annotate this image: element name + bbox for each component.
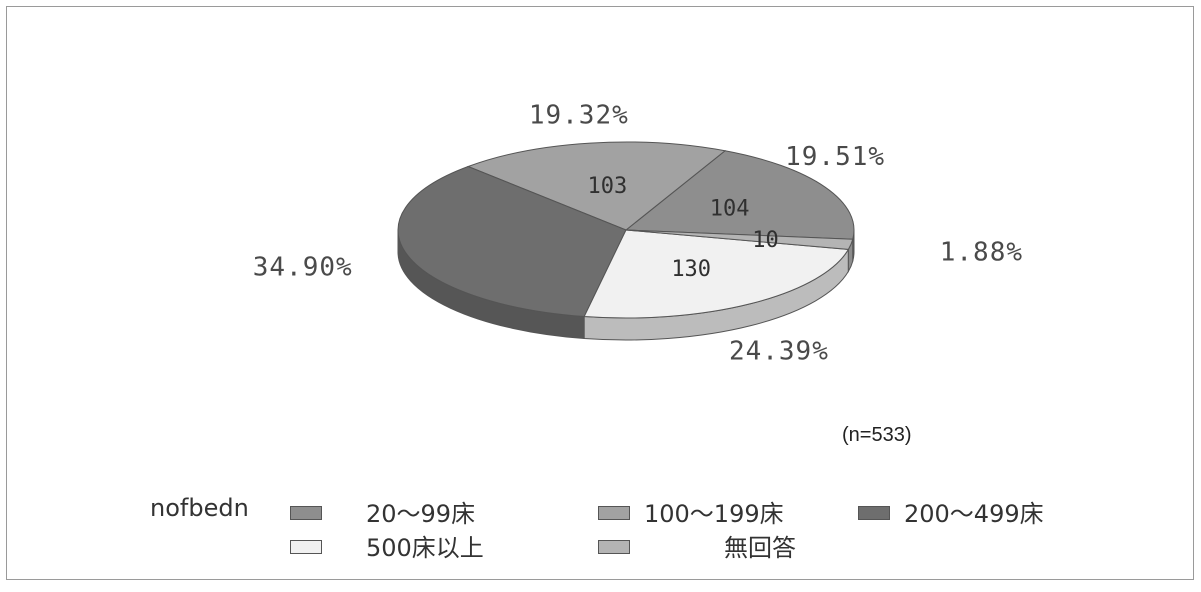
legend-label-200-499: 200～499床 [904, 500, 1044, 528]
legend-item-no-answer: 無回答 [598, 528, 796, 563]
pie-tops [397, 141, 855, 319]
legend-swatch-500-plus [290, 540, 322, 554]
legend-swatch-100-199 [598, 506, 630, 520]
pie-count-label-no-answer: 10 [752, 228, 779, 253]
pie-labels: 19.51% 104 19.32% 103 34.90% 24.39% 130 1.88% 10 [253, 100, 1023, 367]
legend-item-200-499: 200～499床 [858, 494, 1044, 529]
pie-slice-20-99 [624, 150, 855, 240]
pie-percent-label-500-plus: 24.39% [729, 337, 829, 367]
legend-item-100-199: 100～199床 [598, 494, 784, 529]
legend-title: nofbedn [150, 494, 249, 522]
pie-slice-500-plus [583, 229, 850, 319]
legend-swatch-20-99 [290, 506, 322, 520]
legend-label-100-199: 100～199床 [644, 500, 784, 528]
pie-percent-label-100-199: 19.32% [529, 100, 629, 130]
pie-count-label-20-99: 104 [710, 197, 750, 222]
legend-label-no-answer: 無回答 [724, 534, 796, 562]
pie-count-label-500-plus: 130 [671, 257, 711, 282]
legend-label-20-99: 20～99床 [366, 500, 476, 528]
pie-slice-no-answer [625, 229, 854, 250]
pie-slice-200-499 [397, 165, 627, 318]
pie-percent-label-no-answer: 1.88% [940, 238, 1023, 268]
legend-swatch-200-499 [858, 506, 890, 520]
pie-count-label-100-199: 103 [588, 174, 628, 199]
sample-size-note: (n=533) [842, 424, 912, 446]
pie-percent-label-200-499: 34.90% [253, 252, 353, 282]
legend-label-500-plus: 500床以上 [366, 534, 484, 562]
pie-percent-label-20-99: 19.51% [785, 142, 885, 172]
legend-item-500-plus: 500床以上 [290, 528, 484, 563]
legend-item-20-99: 20～99床 [290, 494, 475, 529]
pie-slice-100-199 [466, 141, 727, 231]
legend-swatch-no-answer [598, 540, 630, 554]
